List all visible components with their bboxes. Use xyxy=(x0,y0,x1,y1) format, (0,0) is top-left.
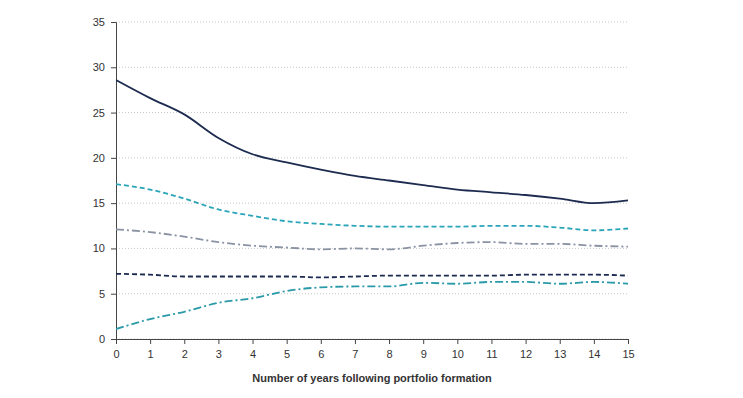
tick-label: 10 xyxy=(93,242,105,254)
series-line xyxy=(116,274,628,278)
tick: 0 xyxy=(99,333,116,345)
tick-label: 1 xyxy=(148,348,154,360)
tick-mark xyxy=(111,248,116,249)
tick-mark xyxy=(526,339,527,344)
tick-mark xyxy=(150,339,151,344)
tick: 2 xyxy=(182,339,188,360)
tick-mark xyxy=(111,158,116,159)
tick: 1 xyxy=(148,339,154,360)
grid-line xyxy=(116,203,628,204)
tick-label: 15 xyxy=(93,197,105,209)
tick-label: 15 xyxy=(622,348,634,360)
tick-label: 10 xyxy=(452,348,464,360)
tick: 14 xyxy=(588,339,600,360)
tick-mark xyxy=(111,22,116,23)
tick: 6 xyxy=(318,339,324,360)
tick-mark xyxy=(111,67,116,68)
tick-label: 3 xyxy=(216,348,222,360)
grid-line xyxy=(116,22,628,23)
tick-label: 0 xyxy=(99,333,105,345)
tick: 10 xyxy=(93,242,116,254)
tick: 30 xyxy=(93,61,116,73)
y-axis: 0 5 10 15 20 25 30 35 xyxy=(93,16,117,345)
tick: 9 xyxy=(421,339,427,360)
tick-mark xyxy=(111,113,116,114)
tick-mark xyxy=(184,339,185,344)
tick: 4 xyxy=(250,339,256,360)
tick: 3 xyxy=(216,339,222,360)
x-axis-title: Number of years following portfolio form… xyxy=(252,372,492,384)
tick-mark xyxy=(389,339,390,344)
tick-label: 25 xyxy=(93,107,105,119)
tick-label: 9 xyxy=(421,348,427,360)
plot-area: 051015202530350123456789101112131415 xyxy=(93,16,635,360)
tick-mark xyxy=(218,339,219,344)
chart: 051015202530350123456789101112131415Numb… xyxy=(0,0,743,398)
tick-label: 14 xyxy=(588,348,600,360)
tick-mark xyxy=(111,294,116,295)
series-line xyxy=(116,80,628,203)
tick: 25 xyxy=(93,107,116,119)
tick-label: 7 xyxy=(352,348,358,360)
tick-label: 13 xyxy=(554,348,566,360)
tick: 5 xyxy=(99,288,116,300)
grid-line xyxy=(116,293,628,294)
tick-label: 5 xyxy=(99,288,105,300)
tick-label: 11 xyxy=(486,348,497,360)
tick-mark xyxy=(491,339,492,344)
tick-mark xyxy=(457,339,458,344)
series-line xyxy=(116,229,628,249)
tick-mark xyxy=(111,339,116,340)
tick: 15 xyxy=(622,339,634,360)
x-axis: 0123456789101112131415 xyxy=(113,339,634,360)
tick: 11 xyxy=(486,339,497,360)
tick-label: 5 xyxy=(284,348,290,360)
tick: 15 xyxy=(93,197,116,209)
tick: 7 xyxy=(352,339,358,360)
axis-line xyxy=(117,340,629,345)
tick: 35 xyxy=(93,16,116,28)
tick-mark xyxy=(628,339,629,344)
tick-label: 35 xyxy=(93,16,105,28)
tick-mark xyxy=(253,339,254,344)
tick: 13 xyxy=(554,339,566,360)
tick-mark xyxy=(321,339,322,344)
tick-mark xyxy=(287,339,288,344)
axis-line xyxy=(111,23,117,340)
grid-line xyxy=(116,112,628,113)
series-line xyxy=(116,282,628,329)
grid-line xyxy=(116,157,628,158)
tick: 0 xyxy=(113,339,119,360)
tick-label: 2 xyxy=(182,348,188,360)
series-line xyxy=(116,184,628,230)
tick-mark xyxy=(355,339,356,344)
tick-label: 4 xyxy=(250,348,256,360)
grid-line xyxy=(116,67,628,68)
tick-label: 0 xyxy=(113,348,119,360)
grid xyxy=(116,22,628,339)
tick-label: 30 xyxy=(93,61,105,73)
tick: 10 xyxy=(452,339,464,360)
lines xyxy=(116,80,628,329)
tick-label: 8 xyxy=(387,348,393,360)
tick-mark xyxy=(423,339,424,344)
tick: 8 xyxy=(387,339,393,360)
tick-mark xyxy=(560,339,561,344)
tick: 20 xyxy=(93,152,116,164)
tick-label: 12 xyxy=(520,348,532,360)
tick-label: 20 xyxy=(93,152,105,164)
tick: 5 xyxy=(284,339,290,360)
tick: 12 xyxy=(520,339,532,360)
tick-label: 6 xyxy=(318,348,324,360)
tick-mark xyxy=(116,339,117,344)
tick-mark xyxy=(594,339,595,344)
tick-mark xyxy=(111,203,116,204)
